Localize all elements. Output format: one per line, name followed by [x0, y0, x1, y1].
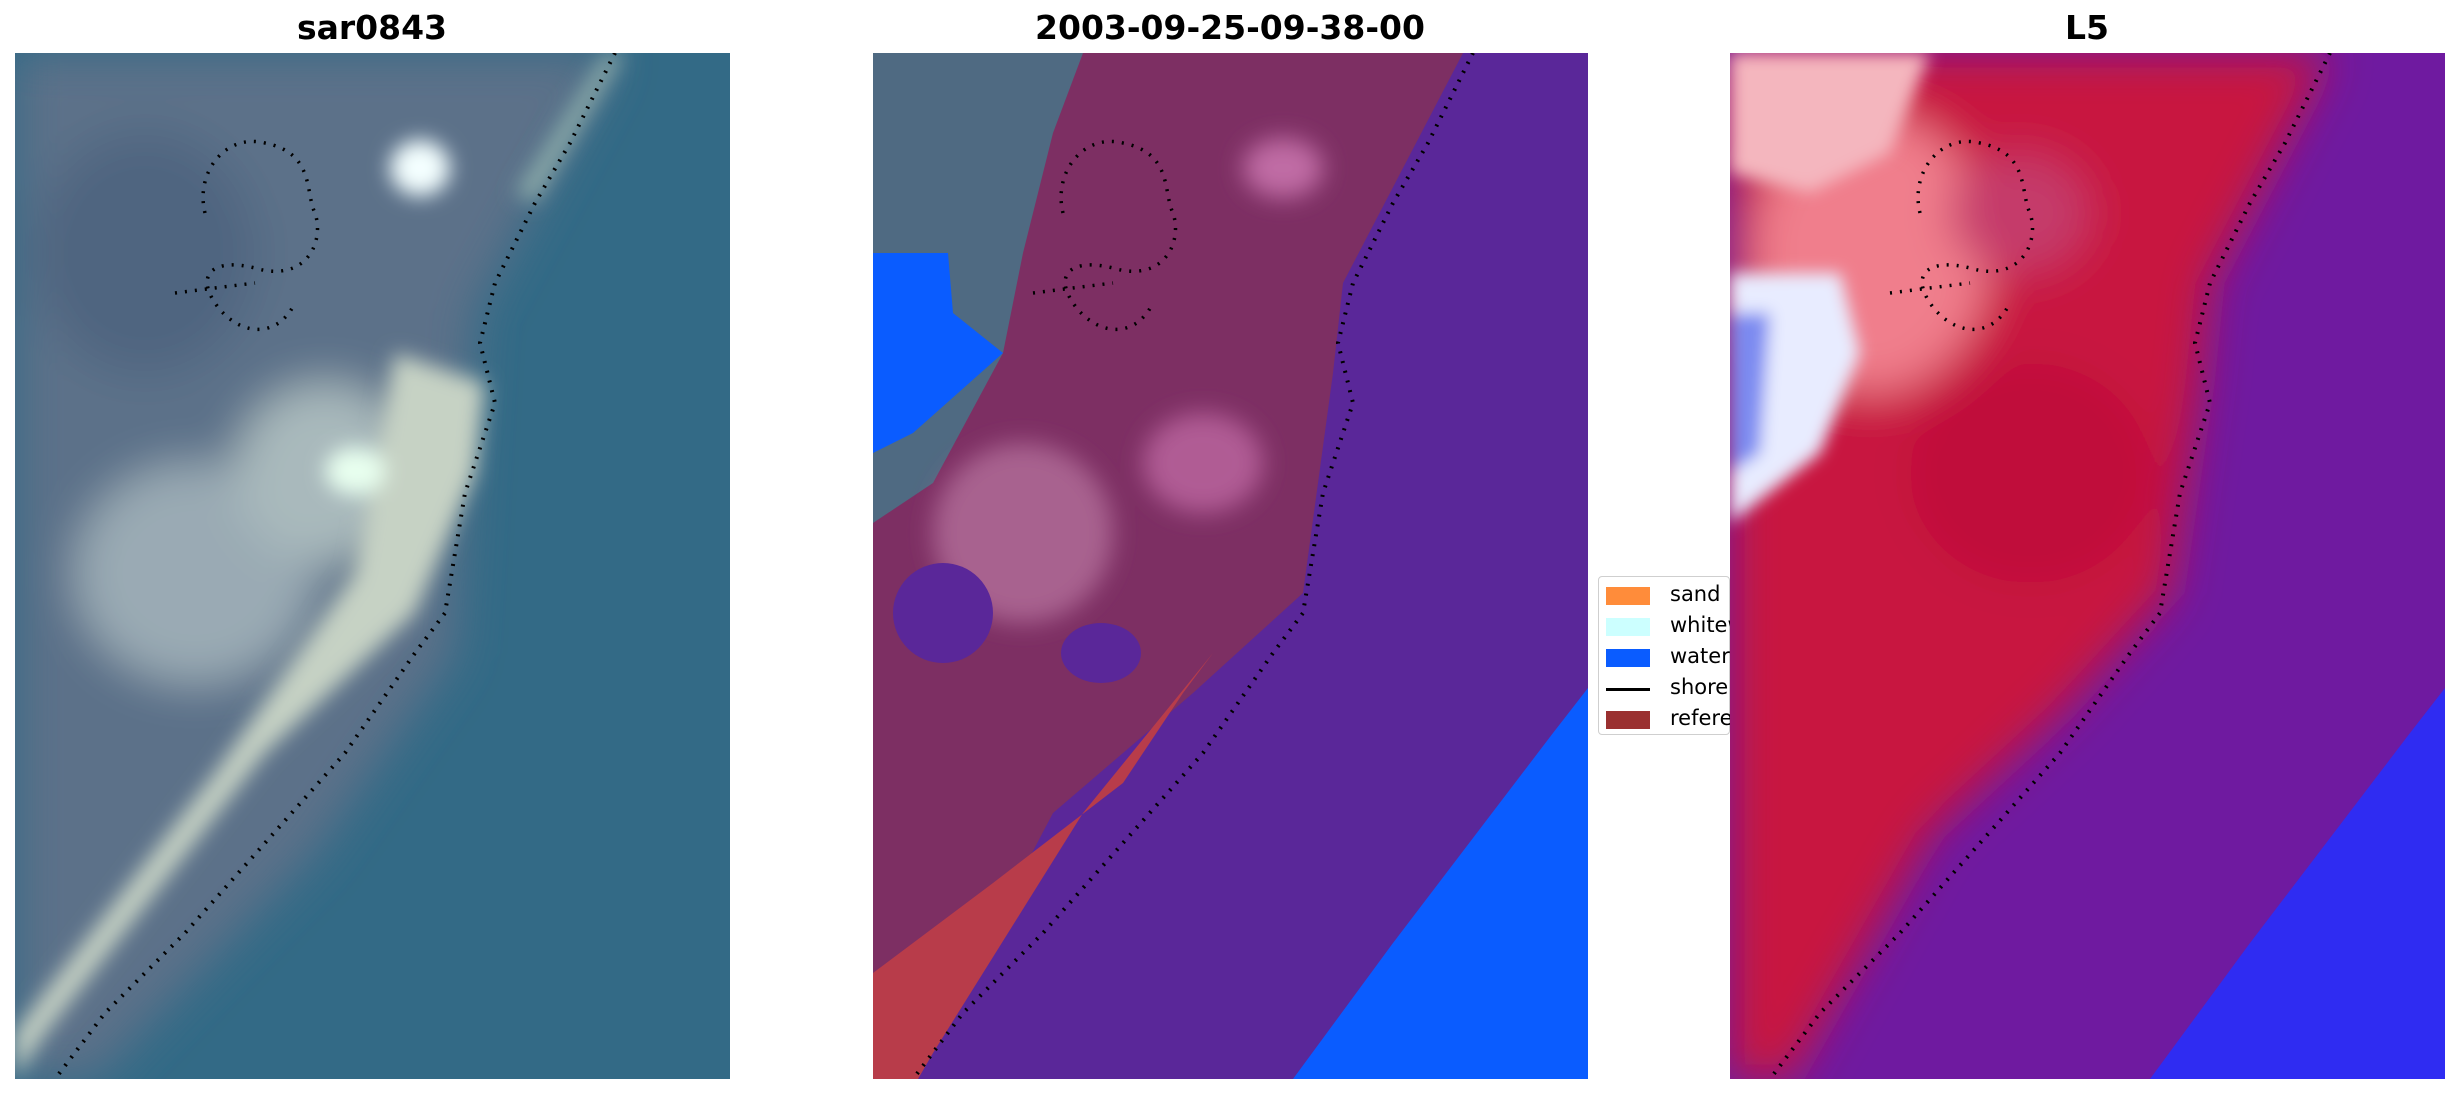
legend-line-shoreline	[1606, 688, 1650, 691]
panel-title-classification: 2003-09-25-09-38-00	[1035, 8, 1425, 47]
legend: sand whitewater water shoreline referenc…	[1598, 576, 1787, 735]
water-class-left	[873, 253, 1003, 453]
legend-swatch-water	[1606, 649, 1650, 667]
panel-title-rgb: sar0843	[296, 8, 448, 47]
legend-item-shoreline: shoreline	[1606, 674, 1766, 699]
reference-class-band	[873, 653, 1213, 1079]
index-deep-water	[2150, 688, 2445, 1079]
water-class-far	[1293, 688, 1588, 1079]
legend-item-sand: sand	[1606, 581, 1729, 606]
legend-swatch-sand	[1606, 587, 1650, 605]
legend-label: water	[1670, 644, 1730, 668]
classification-panel	[873, 53, 1588, 1079]
reference-outline	[174, 139, 320, 331]
index-panel	[1730, 53, 2445, 1079]
legend-item-reference: reference	[1606, 705, 1770, 730]
legend-item-whitewater: whitewater	[1606, 612, 1787, 637]
legend-label: sand	[1670, 582, 1721, 606]
rgb-image-panel	[15, 53, 730, 1079]
legend-swatch-reference	[1606, 711, 1650, 729]
legend-swatch-whitewater	[1606, 618, 1650, 636]
legend-item-water: water	[1606, 643, 1730, 668]
panel-title-index: L5	[2065, 8, 2109, 47]
